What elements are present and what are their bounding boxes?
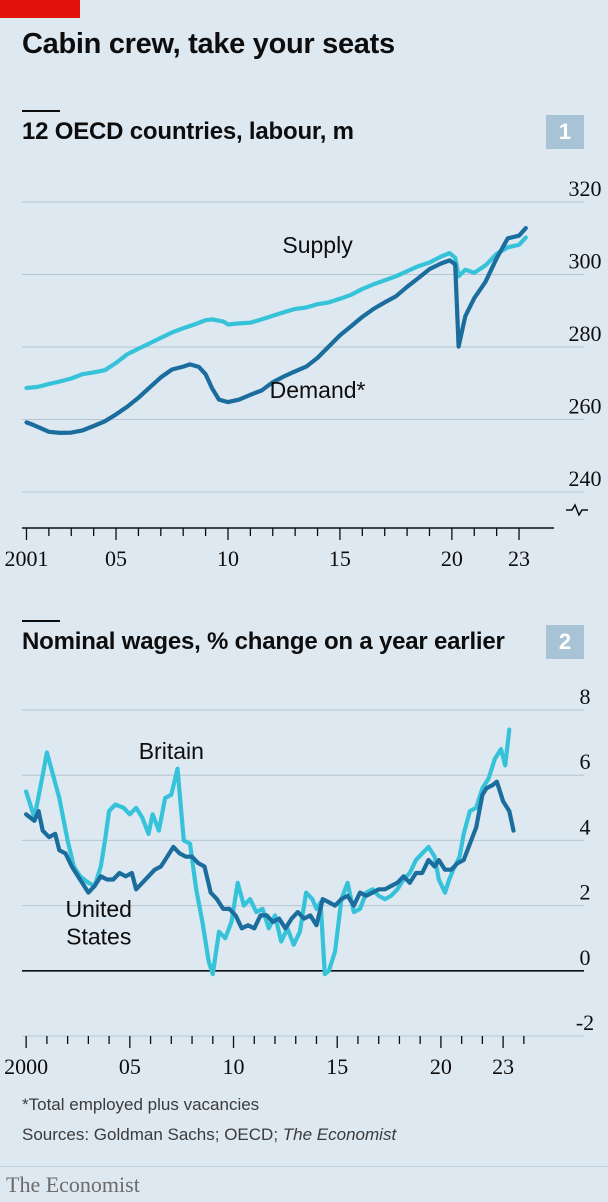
- page-title: Cabin crew, take your seats: [22, 28, 395, 60]
- chart1-rule: [22, 110, 60, 112]
- chart2-xtick-label: 23: [492, 1054, 514, 1079]
- chart1-badge: 1: [546, 115, 584, 149]
- chart2-annotation: States: [66, 924, 131, 950]
- chart1-series-demand-line: [24, 226, 528, 435]
- chart1-xtick-label: 20: [441, 546, 463, 571]
- chart1-annotation: Supply: [282, 232, 353, 258]
- chart2-rule: [22, 620, 60, 622]
- sources-prefix: Sources: Goldman Sachs; OECD;: [22, 1125, 283, 1144]
- chart2-ytick-label: 8: [580, 684, 591, 709]
- chart2-series-britain-line: [24, 727, 512, 977]
- chart1-ytick-label: 300: [569, 249, 602, 274]
- chart1-ytick-label: 280: [569, 321, 602, 346]
- chart2-xtick-label: 2000: [4, 1054, 48, 1079]
- chart1-ytick-label: 260: [569, 394, 602, 419]
- chart2-series-united-states-line: [24, 779, 516, 931]
- chart1-xtick-label: 23: [508, 546, 530, 571]
- chart1-xtick-label: 15: [329, 546, 351, 571]
- chart2-ytick-label: 4: [580, 814, 591, 839]
- chart1-ytick-label: 320: [569, 176, 602, 201]
- chart1-annotation: Demand*: [270, 377, 366, 403]
- chart2-xtick-label: 05: [119, 1054, 141, 1079]
- chart1-ytick-label: 240: [569, 466, 602, 491]
- chart1-svg: 240 260 280 300 320 2001 05 10 15 20 23 Supply Deman…: [4, 176, 602, 571]
- chart2-xtick-label: 10: [223, 1054, 245, 1079]
- chart1-series-supply-line: [24, 235, 528, 391]
- chart2-ytick-label: 2: [580, 880, 591, 905]
- chart2-ytick-label: 0: [580, 945, 591, 970]
- chart2-annotation: Britain: [139, 738, 204, 764]
- chart2-ytick-label: 6: [580, 749, 591, 774]
- chart2-xtick-label: 15: [326, 1054, 348, 1079]
- brand-red-tag: [0, 0, 80, 18]
- chart1-xtick-label: 05: [105, 546, 127, 571]
- footnote: *Total employed plus vacancies: [22, 1095, 260, 1114]
- chart2-badge: 2: [546, 625, 584, 659]
- sources-italic: The Economist: [282, 1125, 397, 1144]
- chart1-xtick-label: 2001: [4, 546, 48, 571]
- chart2-ytick-label: -2: [576, 1010, 594, 1035]
- chart2-annotation: United: [65, 896, 131, 922]
- chart1-xtick-label: 10: [217, 546, 239, 571]
- brand-divider: [0, 1166, 608, 1167]
- chart2-xtick-label: 20: [430, 1054, 452, 1079]
- chart1-subtitle: 12 OECD countries, labour, m: [22, 118, 354, 145]
- sources: Sources: Goldman Sachs; OECD; The Econom…: [22, 1125, 396, 1145]
- brand-wordmark: The Economist: [6, 1172, 140, 1197]
- chart2-subtitle: Nominal wages, % change on a year earlie…: [22, 628, 505, 655]
- chart1-axis-break-icon: [566, 503, 588, 517]
